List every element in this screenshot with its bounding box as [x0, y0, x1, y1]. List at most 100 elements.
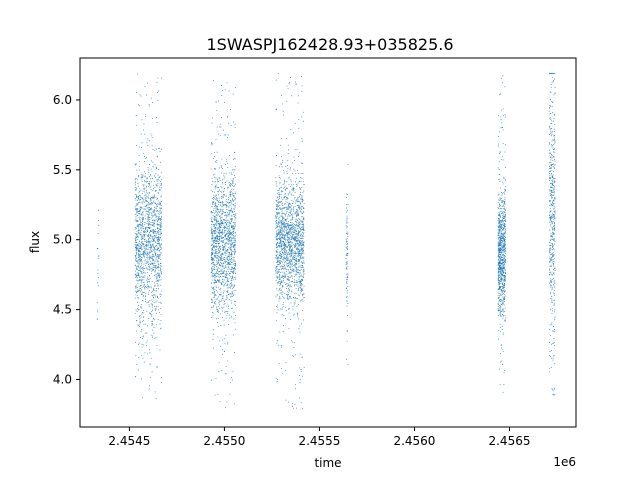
data-point — [152, 219, 154, 221]
data-point — [212, 268, 214, 269]
data-point — [140, 265, 141, 267]
data-point — [211, 253, 213, 254]
data-point — [294, 253, 295, 254]
data-point — [216, 236, 218, 237]
data-point — [153, 294, 154, 296]
data-point — [233, 286, 234, 288]
data-point — [214, 238, 216, 240]
data-point — [288, 207, 290, 209]
data-point — [148, 214, 150, 215]
data-point — [226, 242, 228, 244]
data-point — [160, 185, 162, 186]
data-point — [275, 266, 277, 268]
data-point — [156, 261, 158, 263]
data-point — [288, 291, 290, 293]
data-point — [156, 324, 157, 326]
data-point — [160, 220, 161, 221]
data-point — [229, 184, 230, 186]
data-point — [279, 201, 280, 203]
data-point — [285, 362, 287, 364]
data-point — [215, 238, 217, 239]
data-point — [230, 109, 231, 110]
data-point — [301, 209, 303, 210]
data-point — [157, 206, 158, 207]
data-point — [152, 246, 154, 248]
data-point — [137, 291, 139, 292]
data-point — [277, 201, 279, 203]
data-point — [141, 245, 143, 247]
data-point — [218, 271, 220, 273]
data-point — [211, 153, 213, 155]
data-point — [136, 244, 137, 246]
data-point — [289, 231, 291, 233]
data-point — [147, 248, 149, 250]
data-point — [149, 200, 151, 202]
data-point — [279, 239, 281, 241]
data-point — [136, 203, 138, 204]
data-point — [153, 231, 155, 233]
data-point — [287, 201, 289, 203]
data-point — [289, 286, 291, 288]
data-point — [231, 200, 233, 202]
data-point — [222, 201, 223, 203]
data-point — [302, 264, 303, 266]
data-point — [218, 232, 220, 234]
data-point — [139, 276, 140, 278]
data-point — [287, 233, 289, 235]
data-point — [147, 325, 148, 327]
data-point — [285, 219, 286, 220]
data-point — [159, 349, 161, 351]
data-point — [279, 251, 281, 253]
data-point — [288, 276, 290, 278]
data-point — [211, 226, 213, 228]
data-point — [211, 306, 213, 308]
data-point — [223, 248, 225, 250]
data-point — [135, 275, 137, 277]
data-point — [300, 286, 302, 288]
data-point — [297, 248, 299, 250]
data-point — [220, 273, 221, 274]
data-point — [293, 347, 295, 348]
data-point — [139, 267, 141, 269]
data-point — [147, 261, 148, 263]
data-point — [297, 240, 299, 242]
data-point — [160, 181, 162, 183]
data-point — [211, 286, 213, 288]
data-point — [286, 252, 288, 254]
data-point — [504, 189, 505, 191]
data-point — [346, 247, 348, 249]
data-point — [300, 244, 302, 246]
data-point — [218, 133, 220, 135]
data-point — [283, 221, 285, 223]
data-point — [145, 227, 146, 228]
data-point — [346, 262, 348, 264]
data-point — [279, 277, 281, 279]
data-point — [150, 199, 152, 200]
data-point — [137, 324, 139, 326]
data-point — [282, 291, 284, 293]
data-point — [221, 284, 223, 285]
data-point — [284, 262, 285, 264]
data-point — [298, 260, 300, 262]
data-point — [159, 176, 161, 177]
data-point — [284, 185, 286, 187]
data-point — [286, 228, 287, 230]
data-point — [284, 225, 286, 227]
data-point — [275, 183, 277, 185]
data-point — [299, 187, 301, 188]
data-point — [277, 238, 279, 240]
data-point — [281, 346, 283, 348]
data-point — [277, 271, 279, 273]
data-point — [223, 219, 225, 221]
data-point — [218, 273, 220, 275]
data-point — [285, 306, 287, 308]
data-point — [148, 238, 150, 239]
data-point — [145, 342, 147, 344]
data-point — [231, 182, 233, 184]
data-point — [135, 209, 137, 210]
data-point — [148, 211, 149, 213]
data-point — [290, 210, 292, 212]
data-point — [234, 244, 235, 245]
data-point — [161, 178, 163, 180]
data-point — [143, 310, 144, 312]
